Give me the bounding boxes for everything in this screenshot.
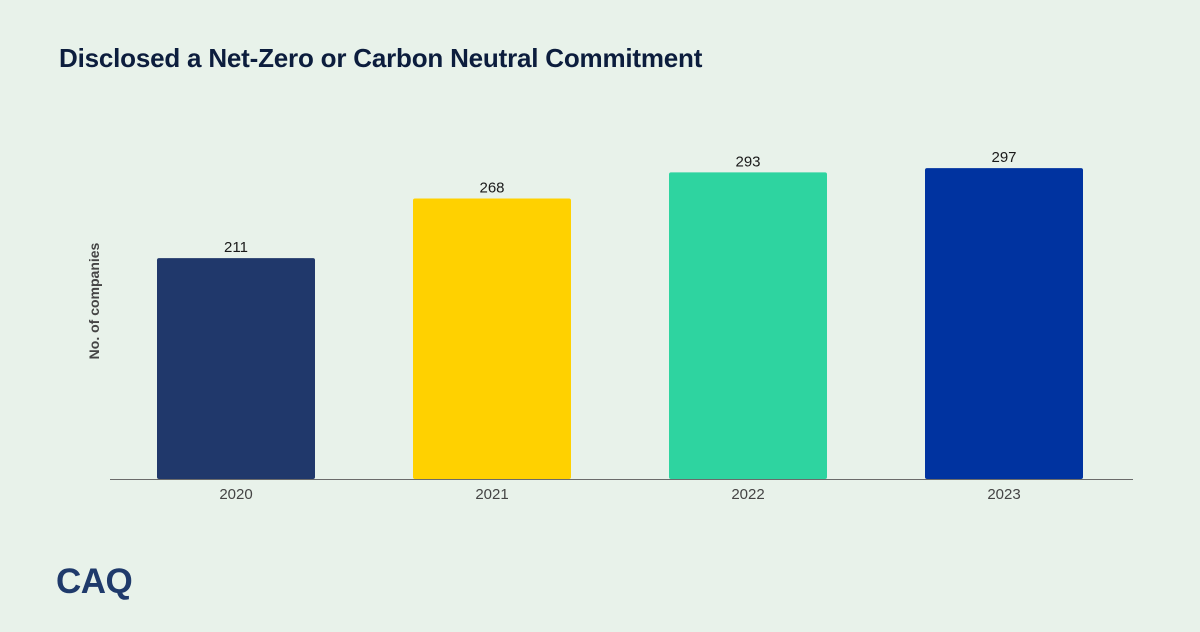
- bar-2022: [669, 172, 827, 479]
- bar-2020: [157, 258, 315, 479]
- bar-2021: [413, 198, 571, 479]
- data-label-2022: 293: [735, 153, 760, 170]
- caq-logo: CAQ: [56, 562, 133, 601]
- x-tick-label-2023: 2023: [987, 486, 1020, 503]
- data-label-2023: 297: [991, 149, 1016, 166]
- x-tick-label-2022: 2022: [731, 486, 764, 503]
- y-axis-label: No. of companies: [86, 242, 102, 359]
- data-label-2020: 211: [224, 239, 248, 256]
- data-label-2021: 268: [479, 179, 504, 196]
- x-tick-label-2020: 2020: [219, 486, 252, 503]
- x-tick-labels-layer: 2020 2021 2022 2023: [219, 486, 1020, 503]
- bar-2023: [925, 168, 1083, 479]
- chart-title: Disclosed a Net-Zero or Carbon Neutral C…: [59, 43, 703, 73]
- data-labels-layer: 211 268 293 297: [224, 149, 1016, 256]
- x-tick-label-2021: 2021: [475, 486, 508, 503]
- bars-layer: [157, 168, 1083, 479]
